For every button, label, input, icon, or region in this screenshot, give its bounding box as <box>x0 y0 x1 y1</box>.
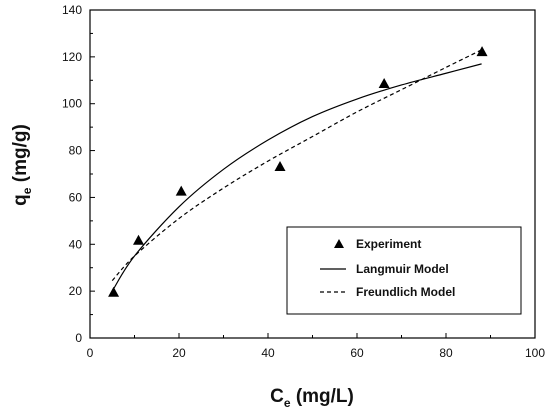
y-tick-label: 100 <box>62 97 82 111</box>
y-tick-label: 140 <box>62 3 82 17</box>
x-tick-label: 20 <box>172 346 186 360</box>
x-tick-label: 40 <box>261 346 275 360</box>
legend-label-experiment: Experiment <box>356 237 421 251</box>
x-axis-title-sub: e <box>284 396 291 410</box>
y-tick-label: 120 <box>62 50 82 64</box>
x-tick-label: 0 <box>87 346 94 360</box>
y-tick-label: 0 <box>75 331 82 345</box>
x-tick-label: 80 <box>439 346 453 360</box>
x-tick-label: 60 <box>350 346 364 360</box>
legend-label-freundlich: Freundlich Model <box>356 285 455 299</box>
experiment-point <box>378 78 390 89</box>
y-tick-label: 80 <box>69 144 83 158</box>
legend-label-langmuir: Langmuir Model <box>356 262 449 276</box>
x-axis-title-main: C <box>270 386 284 407</box>
experiment-point <box>476 46 488 57</box>
legend-marker-experiment <box>334 239 344 248</box>
x-axis: 0 20 40 60 80 100 <box>87 333 545 360</box>
series-layer <box>108 46 488 297</box>
y-axis-title-sub: e <box>20 187 34 194</box>
y-axis-title: qe (mg/g) <box>10 124 34 206</box>
y-axis-title-rest: (mg/g) <box>10 124 31 187</box>
experiment-point <box>175 185 187 196</box>
freundlich-model-line <box>111 49 482 282</box>
x-axis-title: Ce (mg/L) <box>270 386 354 410</box>
y-axis-title-main: q <box>10 194 31 206</box>
experiment-point <box>108 286 120 297</box>
experiment-point <box>133 234 145 245</box>
x-tick-label: 100 <box>525 346 545 360</box>
x-axis-title-rest: (mg/L) <box>291 386 354 407</box>
y-axis: 0 20 40 60 80 100 120 140 <box>62 3 95 345</box>
y-tick-label: 60 <box>69 190 83 204</box>
legend: Experiment Langmuir Model Freundlich Mod… <box>286 226 522 315</box>
y-tick-label: 20 <box>69 284 83 298</box>
legend-box <box>286 226 522 315</box>
experiment-point <box>274 160 286 171</box>
y-tick-label: 40 <box>69 237 83 251</box>
